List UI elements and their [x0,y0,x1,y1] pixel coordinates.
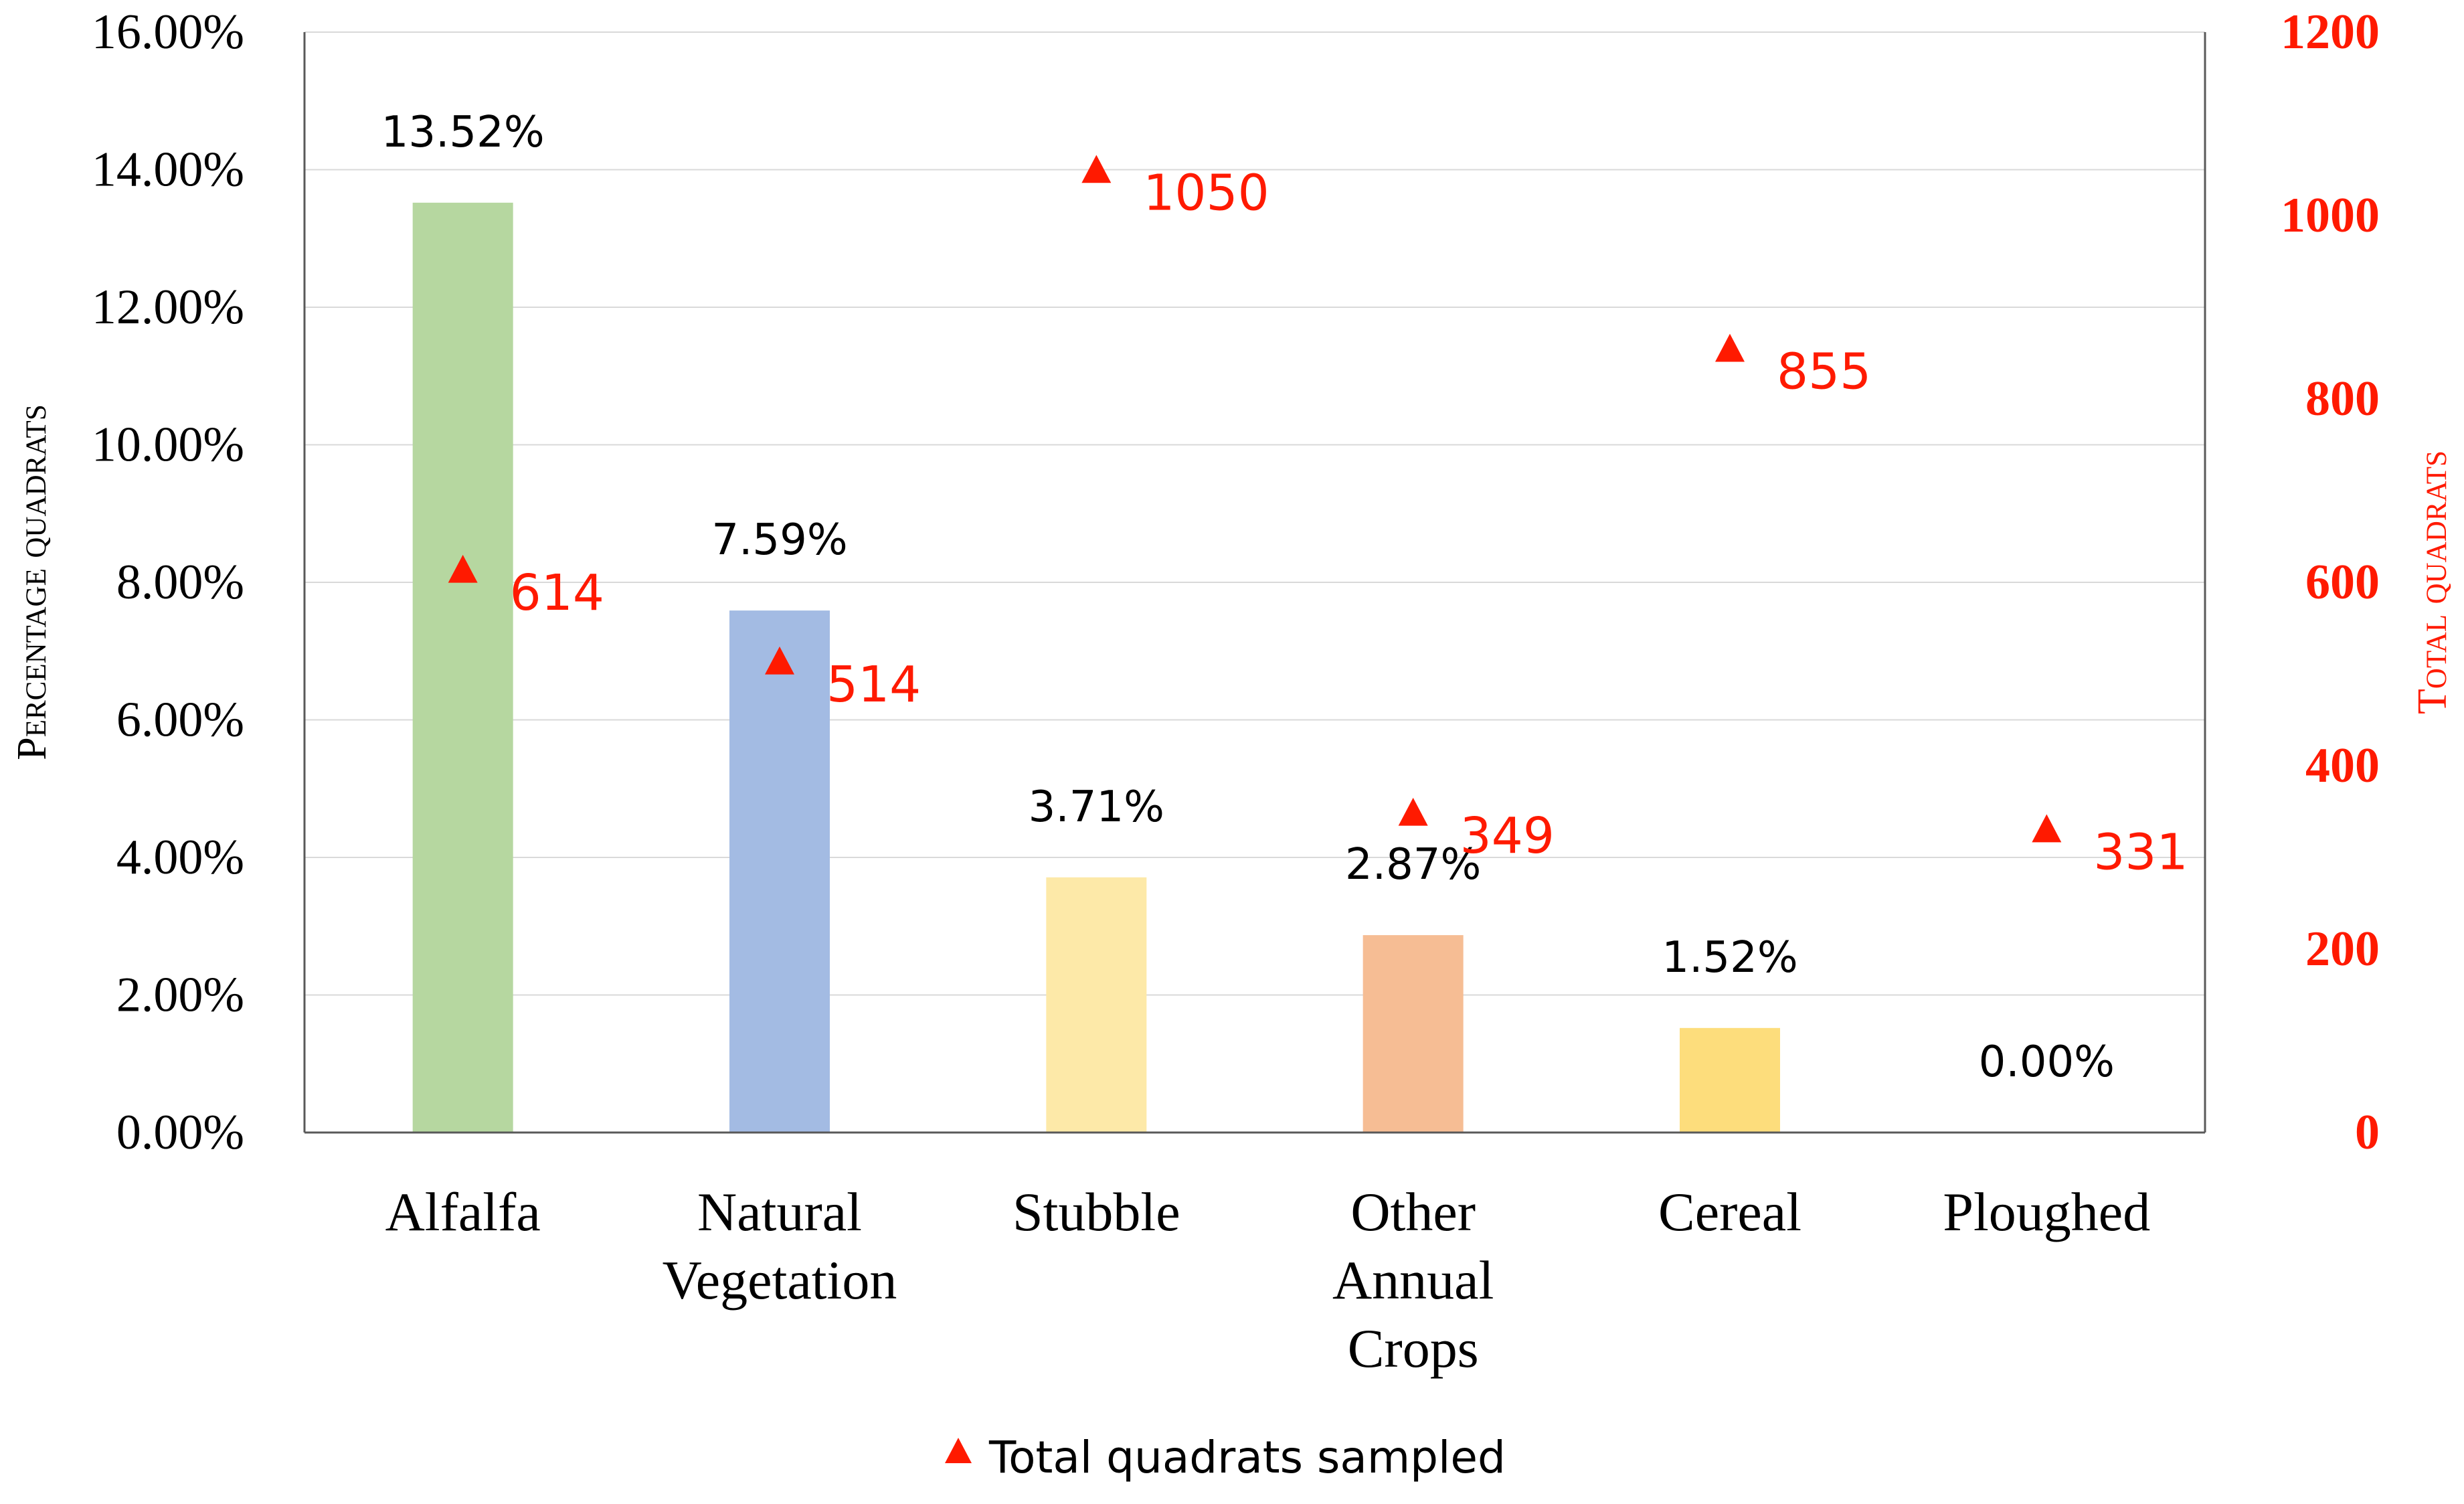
y2-tick-label: 400 [2305,738,2380,793]
plot-frame [303,32,2206,1134]
bar-value-label: 1.52% [1662,933,1797,983]
y-tick-label: 2.00% [116,968,244,1023]
y2-tick-label: 600 [2305,555,2380,610]
left-axis-ticks: 0.00% 2.00% 4.00% 6.00% 8.00% 10.00% 12.00% 14.… [92,5,244,1160]
bar-value-label: 7.59% [711,515,847,565]
category-label-line: Alfalfa [385,1181,541,1242]
category-label-line: Annual [1332,1250,1494,1311]
y2-tick-label: 1200 [2281,5,2380,60]
y2-tick-label: 800 [2305,371,2380,426]
bar-value-label: 0.00% [1979,1037,2115,1087]
triangle-marker [1398,797,1428,826]
bar [1680,1027,1780,1133]
y-tick-label: 16.00% [92,5,244,60]
bar [1362,935,1464,1133]
category-label: Natural Vegetation [663,1181,897,1311]
markers [448,155,2062,843]
y-tick-label: 12.00% [92,280,244,335]
category-label-line: Natural [697,1181,862,1242]
bar [729,610,830,1133]
category-label: Other Annual Crops [1332,1181,1494,1379]
category-label: Alfalfa [385,1181,541,1242]
gridlines [304,31,2205,996]
y-tick-label: 8.00% [116,555,244,610]
y-tick-label: 4.00% [116,830,244,885]
y2-tick-label: 200 [2305,922,2380,977]
marker-value-label: 349 [1460,807,1555,865]
marker-value-label: 331 [2093,824,2188,882]
category-label-line: Stubble [1013,1181,1180,1242]
marker-value-label: 1050 [1143,165,1269,222]
category-label: Stubble [1013,1181,1180,1242]
y-axis-title: Percentage quadrats [9,404,55,760]
y-tick-label: 6.00% [116,693,244,748]
y-tick-label: 14.00% [92,143,244,197]
bar-value-label: 3.71% [1029,782,1164,832]
y2-axis-title: Total quadrats [2410,450,2455,714]
y2-tick-label: 1000 [2281,188,2380,243]
bar-value-label: 2.87% [1345,840,1481,890]
triangle-marker [2032,814,2062,843]
category-label-line: Crops [1348,1318,1479,1379]
right-axis-ticks: 0 200 400 600 800 1000 1200 [2281,5,2380,1160]
category-label: Ploughed [1943,1181,2150,1242]
category-label-line: Vegetation [663,1250,897,1311]
marker-value-labels: 614 514 1050 349 855 331 [510,165,2188,882]
bar [412,202,513,1133]
category-label-line: Cereal [1658,1181,1801,1242]
y2-tick-label: 0 [2355,1105,2380,1160]
triangle-marker [448,554,478,583]
axis-titles: Percentage quadrats Total quadrats [9,404,2455,760]
marker-value-label: 514 [826,656,921,714]
y-tick-label: 0.00% [116,1105,244,1160]
category-label-line: Other [1350,1181,1476,1242]
legend: Total quadrats sampled [945,1432,1506,1483]
triangle-marker [765,646,794,675]
category-label-line: Ploughed [1943,1181,2150,1242]
bar-value-label: 13.52% [381,108,545,157]
y-tick-label: 10.00% [92,418,244,473]
marker-value-label: 855 [1777,343,1871,401]
triangle-marker [1081,155,1112,183]
bars [412,202,1780,1133]
bar-value-labels: 13.52% 7.59% 3.71% 2.87% 1.52% 0.00% [381,108,2115,1087]
legend-label: Total quadrats sampled [988,1432,1506,1483]
category-labels: Alfalfa Natural Vegetation Stubble Other Annu… [385,1181,2151,1379]
triangle-marker [1715,333,1745,362]
marker-value-label: 614 [510,564,604,622]
category-label: Cereal [1658,1181,1801,1242]
legend-triangle-icon [945,1438,972,1463]
bar [1046,877,1147,1133]
